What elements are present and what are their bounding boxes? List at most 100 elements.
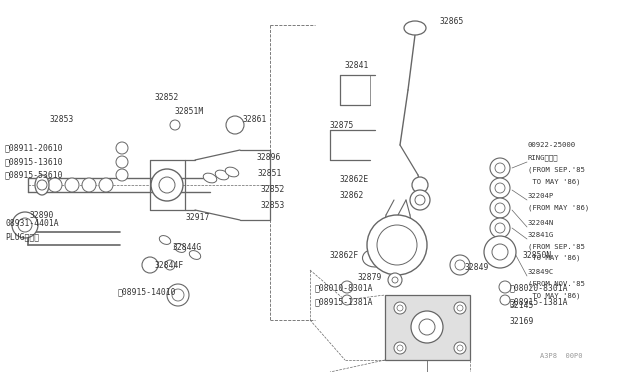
Circle shape [484,236,516,268]
Circle shape [457,345,463,351]
Circle shape [495,163,505,173]
Circle shape [65,178,79,192]
Text: 32853: 32853 [50,115,74,125]
Ellipse shape [225,167,239,177]
Circle shape [490,198,510,218]
Text: 32841: 32841 [345,61,369,70]
Circle shape [159,177,175,193]
Text: Ⓦ08915-14010: Ⓦ08915-14010 [118,288,177,296]
Text: 32853: 32853 [261,201,285,209]
Text: 32851M: 32851M [175,108,204,116]
Text: A3P8  00P0: A3P8 00P0 [540,353,582,359]
Circle shape [12,212,38,238]
Circle shape [142,257,158,273]
Text: PLUGプラグ: PLUGプラグ [5,232,39,241]
Circle shape [394,342,406,354]
Circle shape [394,302,406,314]
Text: RINGリング: RINGリング [528,155,559,161]
Circle shape [397,305,403,311]
Text: 32865: 32865 [440,17,465,26]
Text: 32896: 32896 [257,154,282,163]
Text: 00922-25000: 00922-25000 [528,142,576,148]
Text: 32890: 32890 [30,211,54,219]
Bar [385,295,470,360]
Text: 32861: 32861 [243,115,268,125]
Text: 32851: 32851 [258,170,282,179]
Text: (FROM SEP.'85: (FROM SEP.'85 [528,167,585,173]
Ellipse shape [204,173,217,183]
Circle shape [392,277,398,283]
Circle shape [490,178,510,198]
Circle shape [367,215,427,275]
Circle shape [419,319,435,335]
Circle shape [151,169,183,201]
Circle shape [500,295,510,305]
Text: Ⓦ08915-13610: Ⓦ08915-13610 [5,157,63,167]
Circle shape [116,142,128,154]
Circle shape [410,190,430,210]
Circle shape [226,116,244,134]
Text: 32862E: 32862E [340,176,369,185]
Text: (FROM NOV.'85: (FROM NOV.'85 [528,281,585,287]
Circle shape [116,156,128,168]
Text: 32204P: 32204P [528,193,554,199]
Circle shape [116,169,128,181]
Text: ⓝ08911-20610: ⓝ08911-20610 [5,144,63,153]
Circle shape [18,218,32,232]
Circle shape [454,302,466,314]
Text: 32852: 32852 [261,186,285,195]
Text: 32169: 32169 [510,317,534,327]
Circle shape [397,345,403,351]
Circle shape [495,183,505,193]
Ellipse shape [189,251,201,259]
Circle shape [377,225,417,265]
Text: 32841G: 32841G [528,232,554,238]
Circle shape [495,223,505,233]
Circle shape [457,305,463,311]
Text: 32850N: 32850N [523,250,552,260]
Text: ⒲08020-8301A: ⒲08020-8301A [510,283,568,292]
Text: 32917: 32917 [186,214,211,222]
Text: 08931-4401A: 08931-4401A [5,219,59,228]
Circle shape [415,195,425,205]
Text: Ⓦ08915-1381A: Ⓦ08915-1381A [315,298,374,307]
Circle shape [99,178,113,192]
Text: 32879: 32879 [358,273,382,282]
Circle shape [454,342,466,354]
Text: 32849C: 32849C [528,269,554,275]
Circle shape [499,281,511,293]
Circle shape [342,295,352,305]
Circle shape [172,289,184,301]
Text: TO MAY '86): TO MAY '86) [528,255,580,261]
Circle shape [455,260,465,270]
Circle shape [341,281,353,293]
Ellipse shape [35,175,49,195]
Ellipse shape [174,244,186,253]
Text: 32844G: 32844G [173,244,202,253]
Circle shape [490,158,510,178]
Text: 32875: 32875 [330,121,355,129]
Circle shape [48,178,62,192]
Circle shape [165,260,175,270]
Text: (FROM SEP.'85: (FROM SEP.'85 [528,244,585,250]
Circle shape [411,311,443,343]
Circle shape [167,284,189,306]
Text: TO MAY '86): TO MAY '86) [528,293,580,299]
Ellipse shape [159,235,171,244]
Circle shape [495,203,505,213]
Circle shape [490,218,510,238]
Ellipse shape [215,170,228,180]
Text: 32204N: 32204N [528,220,554,226]
Circle shape [450,255,470,275]
Circle shape [37,180,47,190]
Text: (FROM MAY '86): (FROM MAY '86) [528,205,589,211]
Text: 32852: 32852 [155,93,179,103]
Text: TO MAY '86): TO MAY '86) [528,179,580,185]
Circle shape [388,273,402,287]
Text: ⒲08010-8301A: ⒲08010-8301A [315,283,374,292]
Text: 32862F: 32862F [330,250,359,260]
Circle shape [492,244,508,260]
Text: 32849: 32849 [465,263,490,273]
Text: Ⓦ08915-1381A: Ⓦ08915-1381A [510,298,568,307]
Circle shape [170,120,180,130]
